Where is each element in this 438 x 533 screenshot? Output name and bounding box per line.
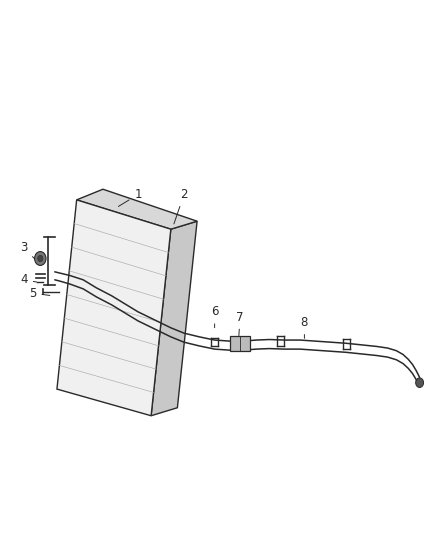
Polygon shape [77,189,197,229]
Text: 4: 4 [20,273,37,286]
Text: 8: 8 [301,316,308,338]
Text: 6: 6 [211,305,219,328]
Text: 1: 1 [118,188,142,206]
Polygon shape [57,200,171,416]
Circle shape [416,378,424,387]
Circle shape [35,252,46,265]
Polygon shape [151,221,197,416]
Circle shape [38,255,43,262]
FancyBboxPatch shape [230,336,250,351]
Text: 5: 5 [29,287,50,300]
Text: 2: 2 [174,188,188,224]
Text: 3: 3 [21,241,38,262]
Text: 7: 7 [236,311,244,336]
